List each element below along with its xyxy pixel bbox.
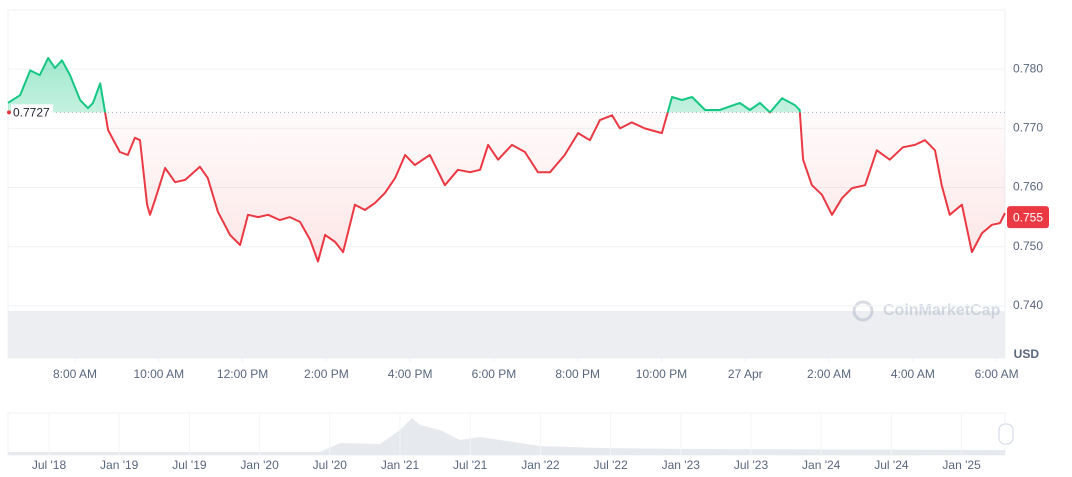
- navigator-label: Jan '22: [521, 458, 560, 472]
- y-tick-label: 0.740: [1013, 298, 1043, 312]
- y-unit: USD: [1014, 347, 1040, 361]
- last-price-label: 0.755: [1013, 210, 1043, 224]
- x-tick-label: 6:00 PM: [472, 367, 517, 381]
- x-tick-label: 6:00 AM: [975, 367, 1019, 381]
- navigator-history: [8, 418, 1005, 455]
- x-tick-label: 27 Apr: [728, 367, 763, 381]
- x-tick-label: 4:00 PM: [388, 367, 433, 381]
- y-tick-label: 0.750: [1013, 239, 1043, 253]
- navigator-label: Jul '19: [172, 458, 207, 472]
- navigator-label: Jul '18: [32, 458, 67, 472]
- last-price-badge: [1007, 206, 1049, 229]
- watermark-logo: [852, 300, 874, 322]
- volume-band: [8, 311, 1005, 358]
- reference-label: 0.7727: [13, 106, 50, 120]
- watermark: CoinMarketCap: [852, 300, 1001, 322]
- navigator-label: Jul '22: [593, 458, 628, 472]
- x-tick-label: 8:00 AM: [53, 367, 97, 381]
- x-tick-label: 2:00 AM: [807, 367, 851, 381]
- navigator-handle[interactable]: [998, 423, 1014, 445]
- navigator-label: Jan '24: [802, 458, 841, 472]
- x-tick-label: 8:00 PM: [555, 367, 600, 381]
- x-tick-label: 2:00 PM: [304, 367, 349, 381]
- navigator-label: Jul '20: [313, 458, 348, 472]
- x-tick-label: 12:00 PM: [217, 367, 268, 381]
- price-line: [7, 56, 1006, 263]
- x-tick-label: 10:00 PM: [636, 367, 687, 381]
- y-tick-label: 0.780: [1013, 61, 1043, 75]
- watermark-text: CoinMarketCap: [883, 302, 1001, 319]
- navigator-label: Jan '19: [100, 458, 139, 472]
- navigator-label: Jan '20: [240, 458, 279, 472]
- reference-label-bg: [11, 104, 53, 121]
- x-tick-label: 10:00 AM: [133, 367, 184, 381]
- navigator-label: Jul '23: [734, 458, 769, 472]
- y-tick-label: 0.770: [1013, 121, 1043, 135]
- navigator-label: Jul '24: [874, 458, 909, 472]
- navigator-label: Jan '21: [381, 458, 420, 472]
- navigator-label: Jan '23: [662, 458, 701, 472]
- x-tick-label: 4:00 AM: [891, 367, 935, 381]
- navigator-label: Jan '25: [942, 458, 981, 472]
- reference-dot: [7, 110, 11, 115]
- area-fill: [8, 57, 1005, 262]
- y-tick-label: 0.760: [1013, 180, 1043, 194]
- navigator-label: Jul '21: [453, 458, 488, 472]
